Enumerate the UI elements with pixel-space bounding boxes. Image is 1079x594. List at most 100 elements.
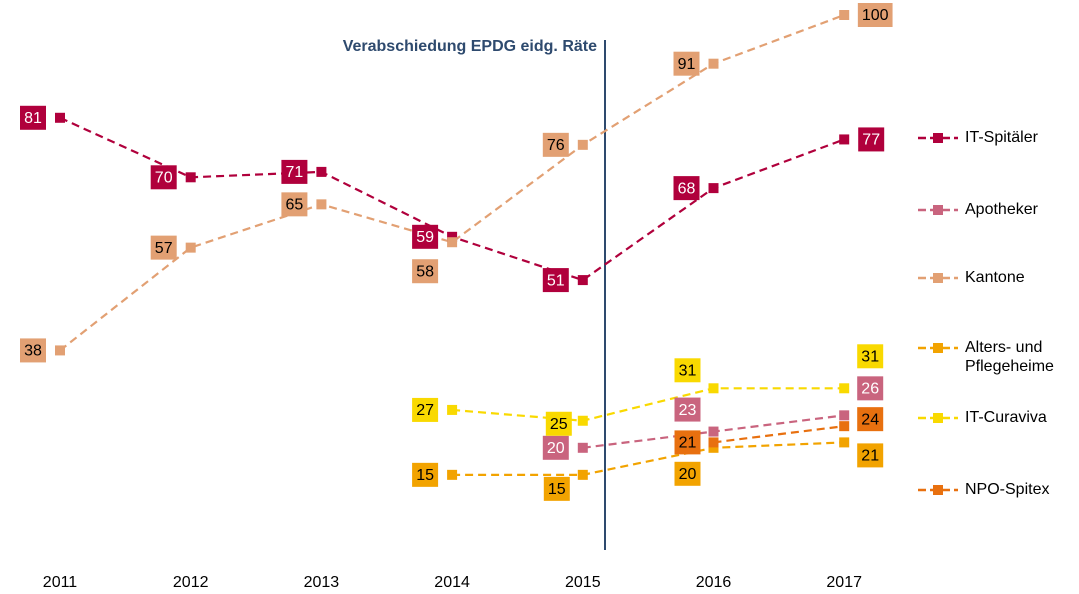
data-label-text: 21: [861, 448, 879, 465]
marker: [708, 426, 719, 437]
data-label: 59: [412, 224, 439, 249]
marker: [316, 199, 327, 210]
data-label-box: [674, 430, 701, 455]
data-label: 25: [545, 411, 572, 436]
marker: [577, 275, 588, 286]
data-label-text: 20: [547, 440, 565, 457]
data-label-text: 65: [286, 197, 304, 214]
data-label-box: [150, 165, 177, 190]
data-label-text: 59: [416, 229, 434, 246]
marker: [447, 404, 458, 415]
marker: [316, 166, 327, 177]
series-line: [59, 116, 845, 282]
marker: [839, 383, 850, 394]
marker: [839, 10, 850, 20]
legend-label: IT-Spitäler: [965, 129, 1038, 146]
data-label: 20: [674, 461, 701, 486]
marker: [839, 421, 850, 432]
data-label-text: 27: [416, 402, 434, 419]
data-label: 91: [673, 51, 700, 76]
data-label-text: 81: [24, 110, 42, 127]
data-label-text: 68: [678, 180, 696, 197]
data-label-box: [150, 235, 177, 260]
data-label-box: [857, 443, 884, 468]
data-label: 77: [858, 127, 885, 152]
data-label-text: 100: [862, 7, 889, 24]
data-label: 31: [674, 358, 701, 383]
marker: [55, 112, 65, 123]
data-label: 27: [412, 397, 439, 422]
marker: [708, 58, 719, 69]
marker: [839, 134, 850, 145]
marker: [839, 437, 850, 448]
marker: [708, 183, 719, 194]
legend-label: IT-Curaviva: [965, 409, 1047, 426]
data-label: 100: [857, 3, 893, 27]
data-label-text: 15: [548, 481, 566, 498]
data-label: 38: [20, 338, 46, 363]
data-label: 23: [674, 397, 701, 422]
data-label-text: 25: [550, 416, 568, 433]
data-label-text: 38: [24, 343, 42, 360]
x-tick-label: 2017: [826, 574, 862, 591]
data-label-box: [20, 105, 46, 130]
marker: [708, 437, 719, 448]
data-label-box: [412, 462, 439, 487]
x-tick-label: 2014: [434, 574, 470, 591]
data-label-box: [674, 397, 701, 422]
data-label-box: [412, 224, 439, 249]
data-label: 70: [150, 165, 177, 190]
data-label-box: [545, 411, 572, 436]
legend-marker: [933, 413, 943, 423]
data-label: 31: [857, 344, 884, 369]
legend-marker: [933, 273, 943, 283]
data-label-box: [858, 127, 885, 152]
data-label-text: 51: [547, 272, 565, 289]
marker: [708, 442, 719, 453]
marker: [185, 242, 196, 253]
marker: [577, 442, 588, 453]
marker: [55, 345, 65, 356]
x-tick-label: 2012: [173, 574, 209, 591]
data-label-box: [857, 344, 884, 369]
data-label: 76: [542, 132, 569, 157]
marker: [447, 231, 458, 242]
data-label: 24: [857, 407, 884, 432]
data-label-text: 23: [679, 402, 697, 419]
data-label-box: [542, 435, 569, 460]
data-label-text: 24: [861, 411, 879, 428]
data-label-box: [673, 51, 700, 76]
data-label-box: [281, 192, 308, 217]
data-label-text: 21: [679, 435, 697, 452]
data-label: 81: [20, 105, 46, 130]
annotation: Verabschiedung EPDG eidg. Räte: [343, 38, 597, 55]
data-label-text: 58: [416, 263, 434, 280]
data-label: 20: [542, 435, 569, 460]
data-label: 57: [150, 235, 177, 260]
data-label-box: [543, 476, 570, 501]
data-label-box: [542, 268, 569, 293]
legend-marker: [933, 205, 943, 215]
data-label-text: 71: [286, 164, 304, 181]
legend-label: Alters- und Pflegeheime: [965, 339, 1054, 375]
data-label-box: [673, 176, 700, 201]
data-label: 15: [543, 476, 570, 501]
data-label: 65: [281, 192, 308, 217]
data-label-box: [20, 338, 46, 363]
data-label-text: 76: [547, 137, 565, 154]
data-label-text: 26: [861, 381, 879, 398]
marker: [185, 172, 196, 183]
data-label-box: [674, 461, 701, 486]
legend-label: Kantone: [965, 269, 1025, 286]
data-label-text: 31: [679, 363, 697, 380]
data-label: 21: [857, 443, 884, 468]
x-tick-label: 2016: [696, 574, 732, 591]
data-label-box: [281, 159, 308, 184]
data-label: 15: [412, 462, 439, 487]
data-label-text: 77: [862, 132, 880, 149]
x-tick-label: 2011: [43, 574, 78, 591]
marker: [708, 383, 719, 394]
data-label-text: 57: [155, 240, 173, 257]
series-line: [452, 441, 845, 476]
